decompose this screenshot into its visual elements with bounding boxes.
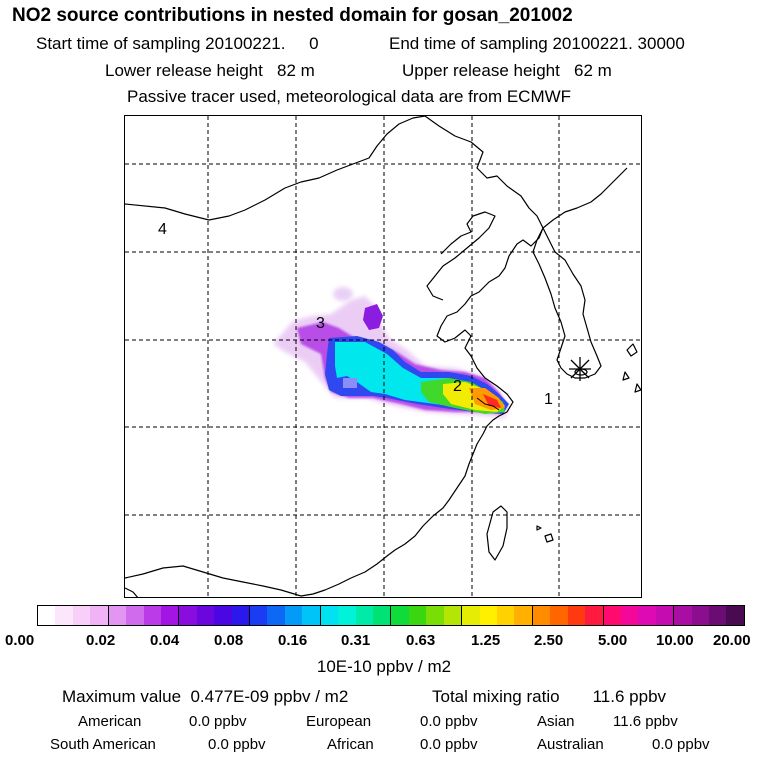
japan-islands — [536, 343, 641, 543]
colorbar-swatch — [250, 606, 268, 625]
colorbar-units: 10E-10 ppbv / m2 — [316, 657, 452, 676]
yangtze-river — [476, 397, 500, 411]
region-value: 11.6 ppbv — [613, 713, 678, 730]
concentration-plume — [273, 287, 509, 418]
plume-red-core — [483, 394, 501, 408]
korea-peninsula — [532, 227, 602, 379]
maximum-value: Maximum value 0.477E-09 ppbv / m2 — [62, 687, 349, 706]
colorbar-tick: 0.02 — [86, 632, 116, 649]
region-label-4: 4 — [158, 221, 167, 238]
colorbar-swatch — [567, 606, 586, 625]
plume-hole — [343, 378, 357, 388]
colorbar-swatch — [726, 606, 744, 625]
region-value: 0.0 ppbv — [652, 736, 710, 753]
region-value: 0.0 ppbv — [420, 736, 478, 753]
region-label-2: 2 — [453, 378, 462, 395]
plume-faint-blob — [333, 287, 353, 301]
colorbar-swatch — [196, 606, 215, 625]
colorbar-tick: 0.63 — [406, 632, 436, 649]
region-name: Asian — [537, 713, 575, 730]
colorbar-swatch — [72, 606, 91, 625]
colorbar-swatch — [638, 606, 656, 625]
colorbar-swatch — [462, 606, 480, 625]
colorbar-swatch — [143, 606, 161, 625]
region-name: South American — [50, 736, 156, 753]
colorbar-tick: 0.04 — [150, 632, 180, 649]
colorbar-tick: 0.31 — [341, 632, 371, 649]
colorbar-swatch — [90, 606, 109, 625]
colorbar-tick: 5.00 — [598, 632, 628, 649]
colorbar-tick: 0.00 — [5, 632, 35, 649]
colorbar-swatch — [391, 606, 409, 625]
region-label-3: 3 — [316, 315, 325, 332]
colorbar-swatch — [620, 606, 639, 625]
colorbar-swatch — [231, 606, 251, 625]
map-panel: 4 3 2 1 — [124, 115, 642, 598]
colorbar-swatch — [443, 606, 463, 625]
colorbar-swatch — [496, 606, 515, 625]
plume-violet-layer — [363, 304, 383, 330]
map-title: NO2 source contributions in nested domai… — [12, 5, 573, 26]
colorbar-tick: 1.25 — [471, 632, 501, 649]
colorbar-tick: 0.08 — [214, 632, 244, 649]
colorbar-tick: 2.50 — [534, 632, 564, 649]
region-value: 0.0 ppbv — [208, 736, 266, 753]
colorbar-swatch — [267, 606, 285, 625]
colorbar-swatch — [603, 606, 621, 625]
colorbar-swatch — [302, 606, 321, 625]
colorbar-swatch — [426, 606, 444, 625]
region-name: American — [78, 713, 142, 730]
colorbar-swatch — [408, 606, 427, 625]
upper-release-height: Upper release height 62 m — [402, 61, 612, 80]
colorbar-swatch — [214, 606, 232, 625]
south-coast — [125, 565, 302, 597]
bohai-coast — [426, 211, 496, 301]
colorbar-swatch — [284, 606, 303, 625]
region-name: European — [306, 713, 372, 730]
colorbar-swatch — [373, 606, 392, 625]
colorbar — [37, 605, 745, 626]
colorbar-tick: 10.00 — [656, 632, 694, 649]
sampling-start: Start time of sampling 20100221. 0 — [36, 34, 319, 53]
colorbar-swatch — [55, 606, 73, 625]
asterisk-icon — [569, 357, 591, 381]
colorbar-swatch — [108, 606, 127, 625]
hainan-hint — [125, 587, 139, 597]
colorbar-swatch — [655, 606, 675, 625]
colorbar-swatch — [709, 606, 727, 625]
colorbar-swatch — [355, 606, 374, 625]
grid-lines — [125, 116, 641, 597]
taiwan — [486, 505, 508, 561]
colorbar-tick: 0.16 — [278, 632, 308, 649]
colorbar-swatch — [691, 606, 710, 625]
colorbar-swatch — [338, 606, 356, 625]
region-name: Australian — [537, 736, 604, 753]
korea-northeast — [542, 167, 628, 229]
region-value: 0.0 ppbv — [420, 713, 478, 730]
region-name: African — [327, 736, 374, 753]
north-border — [125, 116, 426, 221]
colorbar-swatch — [550, 606, 568, 625]
northeast-coast — [300, 116, 544, 597]
colorbar-swatch — [585, 606, 604, 625]
colorbar-swatch — [38, 606, 56, 625]
colorbar-swatch — [514, 606, 533, 625]
colorbar-swatch — [160, 606, 180, 625]
sampling-end: End time of sampling 20100221. 30000 — [389, 34, 685, 53]
total-mixing-ratio: Total mixing ratio 11.6 ppbv — [432, 687, 667, 706]
colorbar-swatch — [532, 606, 551, 625]
colorbar-swatch — [179, 606, 197, 625]
region-label-1: 1 — [544, 391, 553, 408]
coastlines — [125, 116, 641, 597]
colorbar-tick: 20.00 — [713, 632, 751, 649]
colorbar-swatch — [320, 606, 339, 625]
tracer-note: Passive tracer used, meteorological data… — [127, 87, 572, 106]
map-canvas — [125, 116, 641, 597]
colorbar-swatch — [674, 606, 692, 625]
colorbar-swatch — [126, 606, 144, 625]
colorbar-swatch — [479, 606, 497, 625]
region-value: 0.0 ppbv — [189, 713, 247, 730]
lower-release-height: Lower release height 82 m — [105, 61, 315, 80]
